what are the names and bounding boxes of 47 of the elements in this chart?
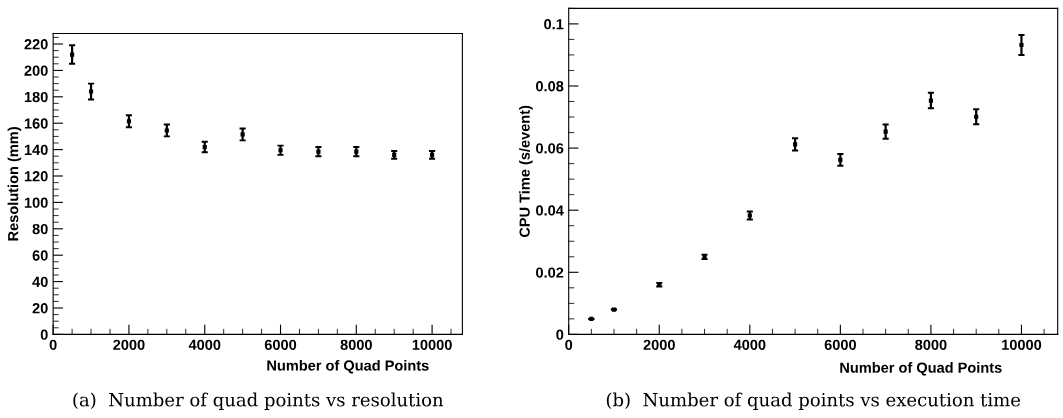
y-tick-label: 200 xyxy=(24,65,48,76)
y-tick-label: 40 xyxy=(32,276,48,288)
y-tick-label: 0 xyxy=(556,329,564,340)
y-tick-label: 0.04 xyxy=(536,205,564,216)
point xyxy=(793,142,798,147)
point xyxy=(974,114,979,119)
x-tick-label: 6000 xyxy=(824,339,856,350)
y-axis-title: Resolution (mm) xyxy=(7,127,22,241)
point xyxy=(88,89,94,94)
y-tick-label: 0.1 xyxy=(544,18,564,30)
y-tick-label: 80 xyxy=(32,223,48,235)
y-tick-label: 60 xyxy=(32,250,48,261)
x-tick-label: 8000 xyxy=(915,339,947,350)
y-tick-label: 0.02 xyxy=(536,267,564,278)
y-tick-label: 0.06 xyxy=(536,143,564,154)
y-tick-label: 0 xyxy=(40,329,48,340)
point xyxy=(1019,42,1024,48)
point xyxy=(838,157,843,162)
point xyxy=(70,52,75,57)
point xyxy=(883,129,888,134)
x-axis-title: Number of Quad Points xyxy=(267,359,429,374)
x-tick-label: 6000 xyxy=(264,339,297,350)
point xyxy=(164,128,169,133)
y-tick-label: 0.08 xyxy=(536,81,564,92)
y-tick-label: 20 xyxy=(32,303,48,314)
y-tick-label: 120 xyxy=(24,171,48,182)
text: (a) Number of quad points vs resolution xyxy=(73,392,444,411)
x-tick-label: 4000 xyxy=(188,339,221,350)
y-tick-label: 160 xyxy=(24,118,48,129)
x-tick-label: 2000 xyxy=(643,339,675,350)
x-tick-label: 10000 xyxy=(1002,339,1042,350)
y-tick-label: 140 xyxy=(24,144,48,156)
point xyxy=(928,98,933,103)
x-tick-label: 0 xyxy=(49,339,57,350)
point xyxy=(240,132,245,137)
y-tick-label: 180 xyxy=(24,91,48,103)
y-axis-title: CPU Time (s/event) xyxy=(519,105,533,238)
y-tick-label: 220 xyxy=(24,39,48,50)
y-tick-label: 100 xyxy=(24,197,48,208)
x-axis-title: Number of Quad Points xyxy=(840,362,1002,376)
x-tick-label: 8000 xyxy=(340,339,372,350)
x-tick-label: 10000 xyxy=(412,339,452,350)
x-tick-label: 4000 xyxy=(733,339,766,350)
text: (b) Number of quad points vs execution time xyxy=(606,392,1021,411)
x-tick-label: 0 xyxy=(565,339,573,350)
x-tick-label: 2000 xyxy=(113,339,145,350)
point xyxy=(126,119,132,124)
